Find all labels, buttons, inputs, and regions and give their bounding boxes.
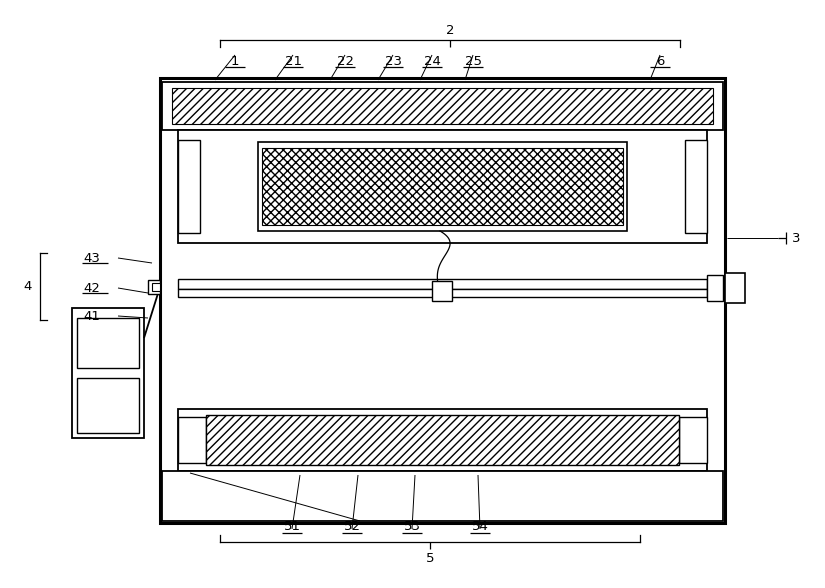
Bar	[178, 289, 707, 297]
Bar	[432, 281, 452, 301]
Bar	[725, 273, 745, 303]
Text: 24: 24	[423, 55, 441, 68]
Text: 43: 43	[83, 252, 101, 265]
Text: 5: 5	[426, 552, 434, 564]
Text: 22: 22	[337, 55, 353, 68]
Text: 21: 21	[285, 55, 301, 68]
Bar	[77, 378, 139, 433]
Bar	[178, 279, 707, 289]
Text: 52: 52	[343, 520, 361, 533]
Bar	[178, 417, 206, 463]
Text: 25: 25	[464, 55, 482, 68]
Bar	[707, 275, 723, 301]
Bar	[685, 140, 707, 233]
Text: 42: 42	[83, 282, 101, 295]
Text: 6: 6	[656, 55, 664, 68]
Text: 1: 1	[231, 55, 239, 68]
Text: 54: 54	[472, 520, 488, 533]
Bar	[160, 78, 725, 523]
Text: 41: 41	[83, 309, 101, 322]
Bar	[162, 82, 723, 130]
Text: 53: 53	[403, 520, 421, 533]
Bar	[172, 88, 713, 124]
Text: 4: 4	[24, 279, 32, 292]
Text: 3: 3	[792, 232, 800, 245]
Bar	[178, 409, 707, 471]
Bar	[72, 308, 144, 438]
Text: ↕: ↕	[438, 286, 446, 296]
Bar	[152, 283, 160, 291]
Bar	[178, 140, 200, 233]
Bar	[206, 415, 679, 465]
Bar	[679, 417, 707, 463]
Text: 51: 51	[284, 520, 300, 533]
Bar	[178, 130, 707, 243]
Text: 2: 2	[446, 24, 455, 36]
Bar	[77, 318, 139, 368]
Bar	[258, 142, 627, 231]
Bar	[162, 471, 723, 521]
Text: 23: 23	[384, 55, 402, 68]
Bar	[148, 280, 160, 294]
Bar	[262, 148, 623, 225]
